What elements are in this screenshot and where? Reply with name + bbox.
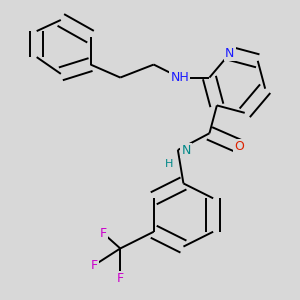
Text: N: N bbox=[182, 143, 191, 157]
Text: N: N bbox=[225, 47, 235, 60]
Text: O: O bbox=[234, 140, 244, 153]
Text: F: F bbox=[91, 259, 98, 272]
Text: F: F bbox=[117, 272, 124, 285]
Text: H: H bbox=[164, 159, 173, 169]
Text: F: F bbox=[100, 227, 107, 240]
Text: NH: NH bbox=[170, 71, 189, 84]
